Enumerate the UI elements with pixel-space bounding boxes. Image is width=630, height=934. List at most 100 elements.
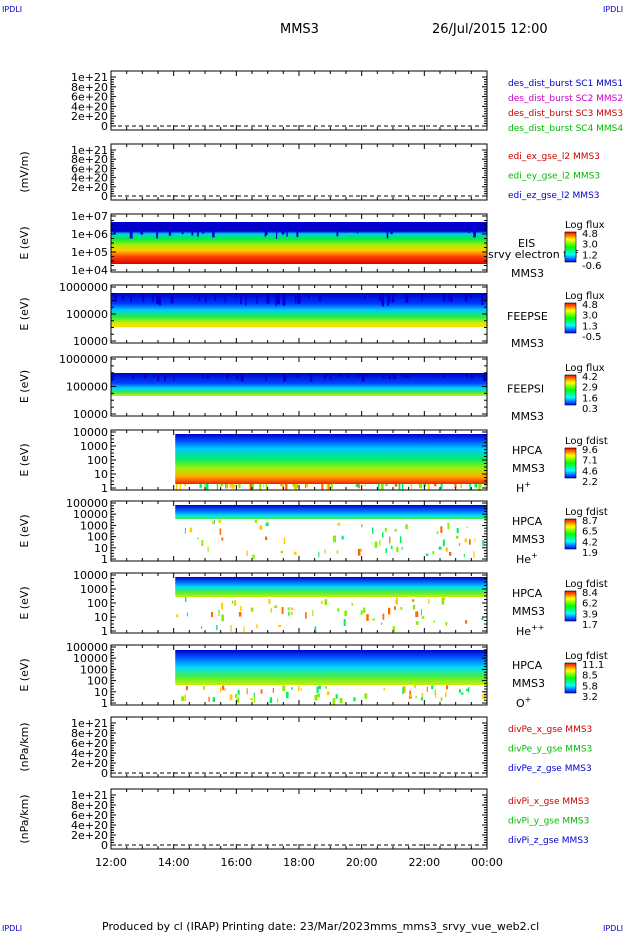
y-axis-label: E (eV) bbox=[18, 297, 31, 330]
spectrogram-speckle bbox=[382, 532, 384, 538]
spectrogram-speckle bbox=[435, 692, 437, 698]
spectrogram-dropout bbox=[390, 222, 393, 235]
spectrogram-speckle bbox=[336, 550, 339, 554]
spectrogram-dropout bbox=[204, 293, 207, 303]
y-tick-label: 10 bbox=[94, 611, 108, 624]
y-tick-label: 1 bbox=[101, 482, 108, 495]
spectrogram-dropout bbox=[381, 293, 384, 307]
y-tick-label: 10000 bbox=[73, 408, 108, 421]
spectrogram-speckle bbox=[421, 693, 424, 700]
spectrogram-dropout bbox=[355, 222, 357, 231]
spectrogram-speckle bbox=[220, 484, 224, 487]
spectrogram-speckle bbox=[222, 685, 225, 691]
spectrogram-speckle bbox=[478, 484, 480, 491]
spectrogram-speckle bbox=[237, 689, 240, 695]
spectrogram-speckle bbox=[465, 620, 468, 624]
species-charge: ++ bbox=[531, 623, 544, 632]
panel-frame bbox=[110, 716, 488, 778]
panel-frame bbox=[110, 143, 488, 201]
colorbar-tick-label: 1.6 bbox=[582, 393, 598, 404]
spectrogram-dropout bbox=[240, 293, 242, 305]
y-tick-label: 0 bbox=[101, 839, 108, 852]
spectrogram-speckle bbox=[393, 606, 396, 610]
spectrogram-speckle bbox=[401, 546, 403, 550]
colorbar-tick-label: 4.6 bbox=[582, 466, 598, 477]
spectrogram-dropout bbox=[111, 373, 114, 380]
footer-produced-by: Produced by cl (IRAP) bbox=[102, 920, 220, 933]
spectrogram-dropout bbox=[144, 373, 147, 377]
spectrogram-speckle bbox=[185, 685, 188, 691]
spectrogram-speckle bbox=[294, 484, 297, 489]
species-label: H+ bbox=[516, 480, 531, 495]
colorbar-tick-label: 6.2 bbox=[582, 599, 598, 610]
y-tick-label: 1000 bbox=[80, 663, 108, 676]
spacecraft-label: MMS3 bbox=[512, 677, 545, 690]
spectrogram-dropout bbox=[295, 293, 297, 304]
y-axis-label: E (eV) bbox=[18, 370, 31, 403]
spectrogram-speckle bbox=[281, 606, 284, 614]
y-tick-label: 4e+20 bbox=[71, 172, 108, 185]
spectrogram-dropout bbox=[310, 373, 313, 382]
spectrogram-speckle bbox=[421, 616, 425, 619]
spectrogram-speckle bbox=[364, 484, 366, 487]
spectrogram-speckle bbox=[285, 484, 288, 488]
spectrogram-speckle bbox=[441, 597, 445, 605]
spectrogram-dropout bbox=[308, 293, 310, 299]
spectrogram-speckle bbox=[445, 547, 449, 552]
spectrogram-speckle bbox=[351, 603, 353, 606]
spectrogram-dropout bbox=[158, 293, 162, 306]
y-tick-label: 1e+05 bbox=[71, 246, 108, 259]
y-tick-label: 10 bbox=[94, 542, 108, 555]
x-tick-label: 14:00 bbox=[158, 856, 190, 869]
spectrogram-speckle bbox=[382, 613, 385, 620]
spectrogram-speckle bbox=[415, 621, 419, 625]
spectrogram-dropout bbox=[356, 222, 359, 234]
spectrogram-speckle bbox=[431, 685, 434, 690]
y-tick-label: 100000 bbox=[66, 308, 108, 321]
legend-series: des_dist_burst SC4 MMS4 bbox=[508, 124, 623, 134]
spectrogram-speckle bbox=[384, 527, 387, 532]
spectrogram-dropout bbox=[121, 293, 124, 301]
spectrogram-speckle bbox=[263, 484, 265, 488]
spectrogram-speckle bbox=[205, 484, 209, 491]
spectrogram-speckle bbox=[339, 697, 343, 704]
species-charge: + bbox=[525, 695, 532, 704]
spectrogram-fill bbox=[111, 222, 487, 264]
spectrogram-speckle bbox=[259, 484, 262, 491]
spectrogram-speckle bbox=[344, 610, 348, 616]
spectrogram-fill bbox=[175, 577, 487, 597]
spectrogram-speckle bbox=[211, 521, 214, 525]
species-charge: + bbox=[531, 551, 538, 560]
spectrogram-speckle bbox=[207, 546, 209, 553]
spectrogram-speckle bbox=[234, 694, 238, 698]
spectrogram-dropout bbox=[181, 222, 184, 235]
spectrogram-dropout bbox=[468, 222, 470, 233]
spectrogram-dropout bbox=[450, 293, 453, 302]
y-tick-label: 1e+07 bbox=[71, 210, 108, 223]
spectrogram-speckle bbox=[197, 537, 199, 540]
spectrogram-speckle bbox=[298, 685, 300, 692]
spectrogram-dropout bbox=[173, 373, 175, 382]
y-tick-label: 8e+20 bbox=[71, 799, 108, 812]
spectrogram-speckle bbox=[434, 689, 436, 695]
spectrogram-speckle bbox=[181, 696, 185, 702]
colorbar-tick-label: 8.5 bbox=[582, 671, 598, 682]
spectrogram-speckle bbox=[361, 523, 363, 528]
spectrogram-speckle bbox=[184, 527, 186, 534]
spectrogram-dropout bbox=[130, 293, 133, 303]
spectrogram-speckle bbox=[317, 693, 321, 698]
spectrogram-dropout bbox=[447, 293, 449, 302]
spectrogram-dropout bbox=[224, 293, 226, 304]
spectrogram-dropout bbox=[191, 222, 194, 236]
spectrogram-speckle bbox=[463, 554, 465, 557]
spectrogram-dropout bbox=[113, 222, 116, 235]
spectrogram-dropout bbox=[336, 222, 339, 237]
spectrogram-speckle bbox=[433, 484, 437, 487]
spacecraft-label: MMS3 bbox=[511, 267, 544, 280]
spectrogram-speckle bbox=[254, 519, 257, 524]
spectrogram-dropout bbox=[339, 373, 341, 377]
spectrogram-speckle bbox=[402, 686, 406, 693]
spectrogram-speckle bbox=[366, 614, 369, 621]
